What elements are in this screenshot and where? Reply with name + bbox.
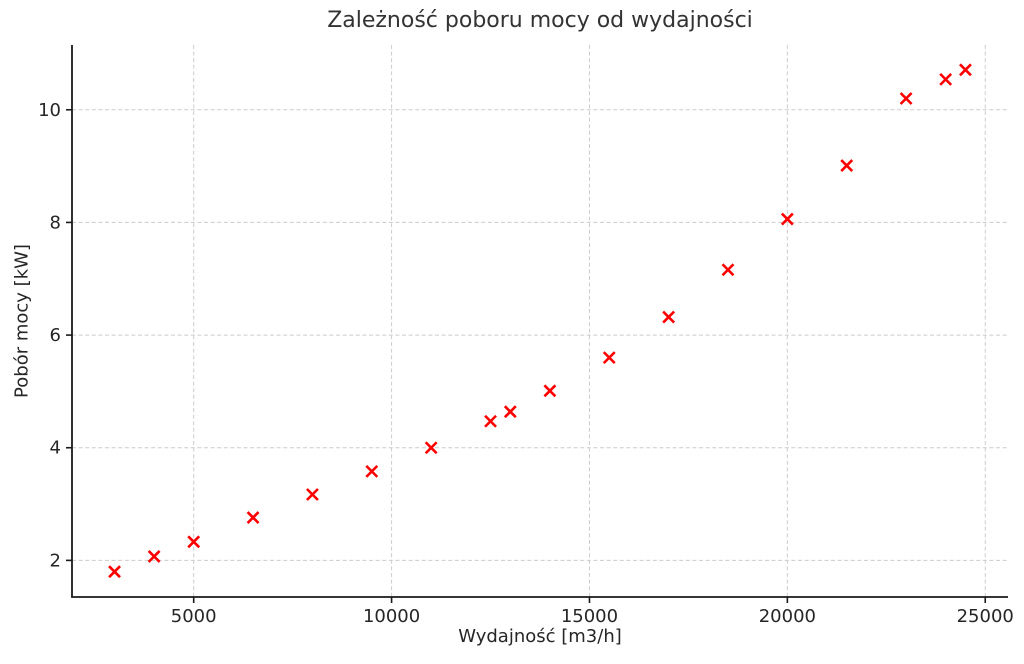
data-point-marker [602, 351, 616, 365]
data-point-marker [484, 414, 497, 428]
data-point-marker [306, 488, 319, 501]
y-tick-label: 10 [38, 100, 61, 121]
x-tick-label: 20000 [759, 606, 816, 627]
data-point-marker [424, 441, 438, 455]
data-point-marker [147, 550, 161, 563]
data-point-marker [365, 464, 379, 478]
y-tick-label: 6 [50, 325, 61, 346]
data-point-marker [246, 511, 260, 524]
data-point-marker [187, 535, 201, 549]
y-axis-label: Pobór mocy [kW] [11, 244, 33, 398]
x-tick-label: 10000 [363, 606, 420, 627]
data-point-marker [662, 310, 676, 324]
data-point-marker [780, 212, 794, 226]
data-point-marker [939, 72, 953, 86]
data-point-marker [543, 384, 557, 398]
data-point-marker [899, 92, 913, 105]
data-point-marker [108, 565, 121, 579]
x-axis-label: Wydajność [m3/h] [458, 626, 622, 647]
y-tick-label: 8 [50, 212, 61, 233]
chart-title: Zależność poboru mocy od wydajności [327, 8, 753, 33]
data-point-marker [840, 159, 854, 172]
y-tick-label: 2 [50, 550, 61, 571]
x-tick-label: 25000 [957, 606, 1014, 627]
data-point-marker [503, 405, 517, 419]
data-point-marker [721, 263, 735, 277]
data-point-marker [959, 63, 972, 77]
x-tick-label: 5000 [171, 606, 217, 627]
x-tick-label: 15000 [561, 606, 618, 627]
y-tick-label: 4 [50, 438, 61, 459]
